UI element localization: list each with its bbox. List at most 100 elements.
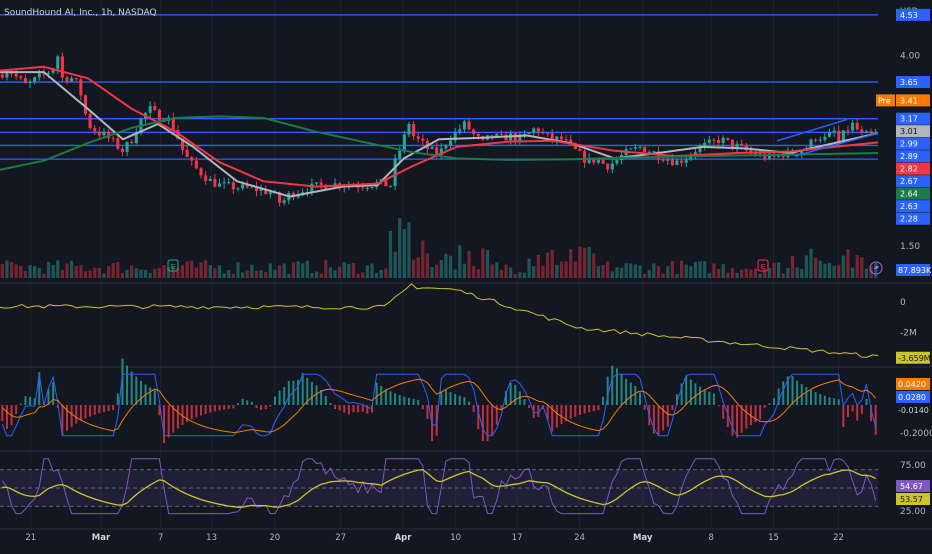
- volume-bar: [740, 269, 744, 278]
- macd-badge-bg: [896, 391, 930, 403]
- candle-body: [583, 150, 587, 163]
- volume-bar: [143, 269, 148, 278]
- macd-histogram-bar: [33, 398, 36, 405]
- price-badge-label: 2.67: [900, 177, 918, 186]
- candle: [610, 159, 614, 174]
- candle: [518, 131, 522, 145]
- volume-bar: [14, 264, 18, 278]
- lightning-icon[interactable]: [869, 261, 883, 275]
- price-badge-bg: [896, 175, 930, 188]
- volume-bar: [236, 262, 240, 278]
- volume-bar: [499, 270, 504, 278]
- obv-line: [0, 283, 879, 358]
- volume-bar: [199, 262, 203, 278]
- volume-bar: [647, 269, 651, 278]
- volume-bar: [88, 270, 92, 278]
- volume-bar: [171, 266, 175, 278]
- candle: [458, 124, 462, 135]
- candle-body: [319, 182, 323, 185]
- candle: [453, 127, 457, 144]
- candle: [499, 130, 503, 136]
- price-badge: 2.82: [896, 162, 930, 175]
- macd-histogram-bar: [329, 403, 332, 405]
- volume-bar: [416, 257, 420, 278]
- macd-histogram-bar: [703, 389, 706, 405]
- candle-body: [430, 147, 434, 149]
- candle-body: [384, 179, 388, 187]
- earnings-marker-icon[interactable]: E: [757, 259, 769, 272]
- candle-body: [268, 192, 272, 195]
- candle-body: [245, 184, 249, 188]
- macd-histogram-bar: [657, 405, 660, 436]
- macd-histogram-bar: [514, 385, 517, 405]
- macd-histogram-bar: [186, 405, 189, 422]
- price-badge: 3.01: [896, 125, 930, 138]
- candle: [721, 135, 725, 148]
- volume-bar: [606, 261, 610, 278]
- volume-bar: [522, 272, 527, 278]
- candle: [19, 75, 23, 81]
- macd-histogram-bar: [731, 405, 734, 436]
- macd-histogram-bar: [726, 405, 729, 428]
- candle-body: [0, 74, 4, 78]
- macd-histogram-bar: [823, 395, 826, 405]
- candle-body: [23, 78, 27, 84]
- macd-histogram-bar: [139, 380, 142, 405]
- candle-body: [194, 160, 198, 169]
- candle-body: [472, 129, 476, 135]
- volume-bar: [435, 264, 439, 278]
- candle-body: [241, 184, 245, 189]
- candle-body: [361, 187, 365, 189]
- candle-body: [65, 77, 69, 82]
- candle: [236, 187, 240, 192]
- macd-histogram-bar: [269, 405, 272, 407]
- candle: [712, 137, 716, 145]
- candle-body: [555, 136, 559, 140]
- price-badge-label: 2.63: [900, 202, 918, 211]
- volume-bar: [527, 258, 531, 278]
- volume-bar: [652, 263, 656, 278]
- volume-bar: [569, 249, 573, 278]
- volume-bar: [42, 273, 46, 278]
- macd-histogram-bar: [273, 396, 276, 405]
- candle-body: [254, 186, 258, 192]
- macd-histogram-bar: [375, 382, 378, 405]
- candle-body: [721, 137, 725, 143]
- macd-histogram-bar: [403, 396, 406, 405]
- volume-bar: [638, 265, 642, 278]
- obv-tick-label: 0: [900, 298, 906, 308]
- volume-bar: [268, 263, 272, 278]
- candle-body: [116, 138, 120, 149]
- volume-bar: [319, 273, 323, 278]
- volume-bar: [425, 253, 430, 278]
- candle: [181, 138, 185, 155]
- volume-bar: [102, 273, 106, 278]
- volume-bar: [850, 267, 855, 278]
- volume-bar: [832, 265, 836, 278]
- x-tick-label: Mar: [92, 533, 111, 543]
- candle: [606, 163, 610, 173]
- lightning-icon-ring: [869, 261, 883, 275]
- volume-bar: [411, 259, 416, 278]
- rsi-badge-label: 53.57: [900, 495, 923, 504]
- candle: [116, 135, 120, 151]
- candle: [467, 119, 471, 131]
- earnings-marker-icon[interactable]: E: [167, 259, 179, 272]
- candle: [23, 74, 27, 84]
- macd-histogram-bar: [310, 381, 313, 405]
- volume-bar: [402, 229, 406, 278]
- macd-histogram-bar: [398, 395, 401, 405]
- macd-histogram-bar: [5, 405, 8, 429]
- volume-bar: [134, 268, 138, 278]
- volume-bar: [559, 261, 564, 278]
- volume-bar: [841, 255, 845, 278]
- x-tick-label: Apr: [395, 533, 413, 543]
- volume-bar: [582, 247, 587, 278]
- candle-body: [190, 156, 194, 161]
- candle-body: [800, 150, 804, 155]
- candle: [851, 119, 855, 132]
- candle-body: [573, 143, 577, 149]
- macd-histogram-bar: [121, 358, 124, 405]
